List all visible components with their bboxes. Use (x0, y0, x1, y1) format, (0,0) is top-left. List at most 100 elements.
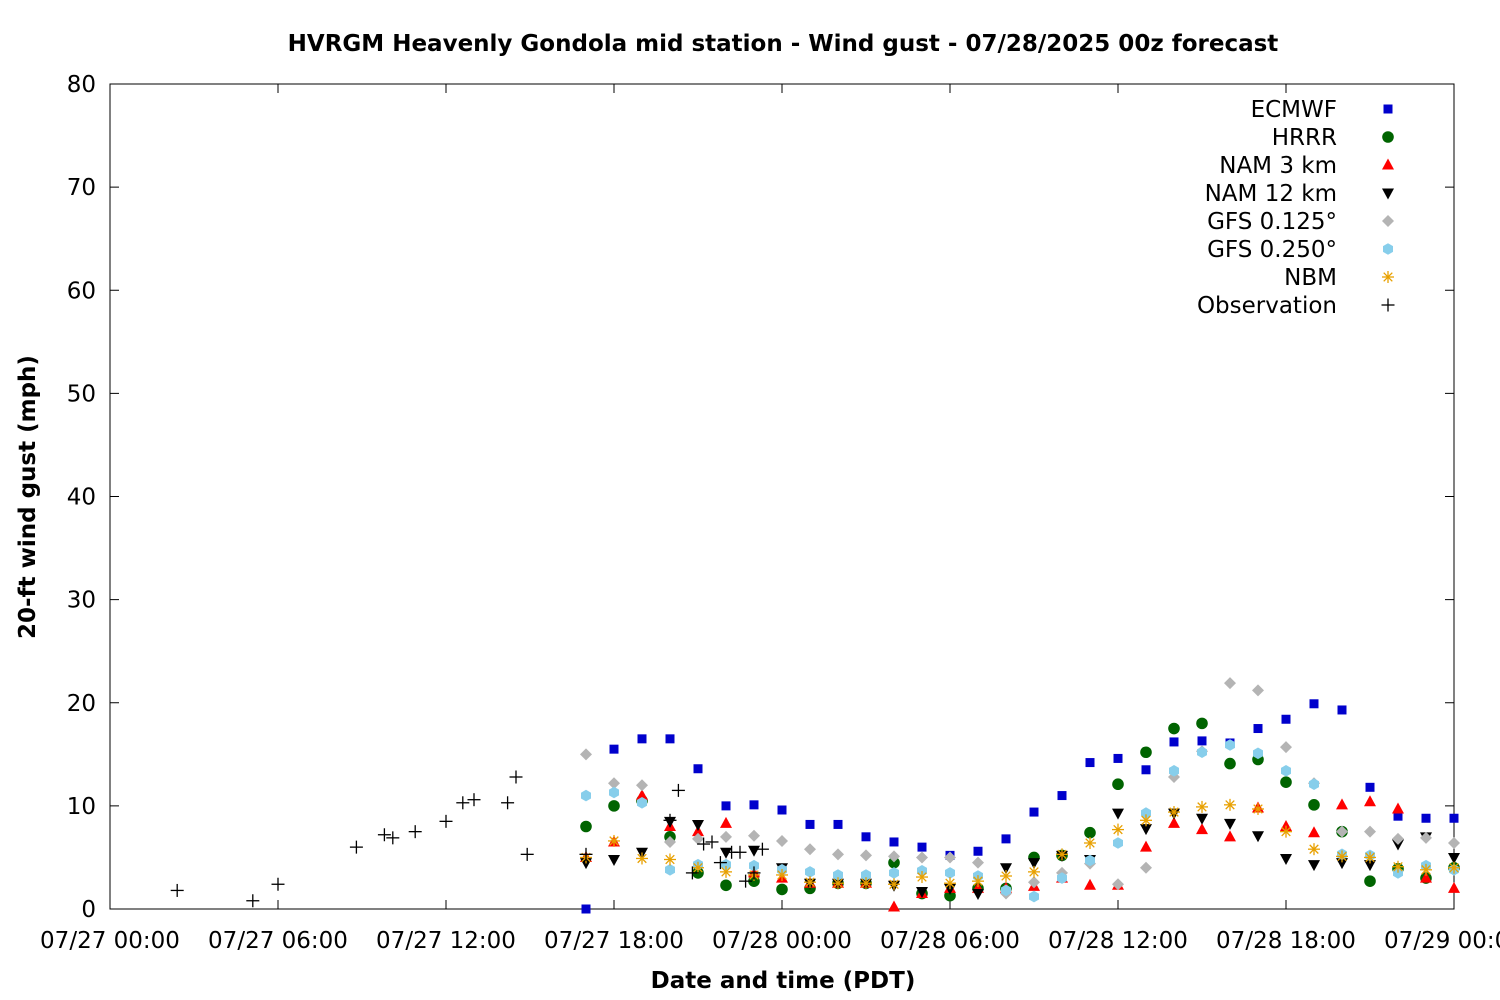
point-hrrr (1224, 757, 1236, 770)
series-ecmwf (581, 699, 1459, 914)
x-tick-label: 07/28 06:00 (880, 928, 1020, 954)
point-nam-3-km (1364, 795, 1376, 807)
x-tick-label: 07/27 06:00 (208, 928, 348, 954)
point-observation (408, 825, 422, 839)
point-ecmwf (889, 837, 899, 847)
y-tick-label: 20 (67, 691, 96, 717)
series-observation (170, 770, 769, 908)
point-gfs-0-125 (720, 830, 732, 843)
point-gfs-0-250 (1225, 739, 1235, 751)
point-nbm (1140, 814, 1152, 827)
point-gfs-0-125 (1448, 837, 1460, 849)
point-nam-3-km (1140, 840, 1152, 852)
point-ecmwf (581, 904, 591, 914)
point-nam-12-km (972, 889, 984, 901)
point-gfs-0-250 (1309, 778, 1319, 790)
point-ecmwf (1309, 699, 1319, 709)
point-ecmwf (637, 734, 647, 744)
point-nam-12-km (1000, 863, 1012, 875)
point-ecmwf (1169, 737, 1179, 747)
point-nam-12-km (692, 819, 704, 831)
point-gfs-0-125 (692, 832, 704, 845)
point-gfs-0-250 (1141, 807, 1151, 819)
x-tick-label: 07/27 12:00 (376, 928, 516, 954)
point-hrrr (1196, 717, 1208, 730)
x-tick-label: 07/27 00:00 (40, 928, 180, 954)
point-observation (509, 770, 523, 784)
point-nbm (860, 877, 872, 890)
point-nbm (1336, 850, 1348, 863)
point-nbm (1196, 800, 1208, 813)
point-ecmwf (1393, 811, 1403, 821)
point-hrrr (720, 879, 732, 892)
point-ecmwf (805, 819, 815, 829)
point-gfs-0-125 (804, 843, 816, 856)
point-gfs-0-125 (888, 850, 900, 863)
point-hrrr (1168, 722, 1180, 735)
point-gfs-0-250 (1197, 746, 1207, 758)
point-nam-12-km (1140, 824, 1152, 836)
data-marks (170, 677, 1460, 914)
point-ecmwf (749, 800, 759, 810)
point-nbm (664, 853, 676, 866)
point-nbm (1112, 823, 1124, 836)
point-ecmwf (1281, 714, 1291, 724)
point-observation (733, 845, 747, 859)
point-nbm (608, 834, 620, 847)
point-ecmwf (1449, 813, 1459, 823)
point-nam-12-km (1448, 852, 1460, 864)
point-observation (439, 814, 453, 828)
legend-label-hrrr: HRRR (1272, 125, 1337, 151)
legend-marker-ecmwf (1383, 104, 1393, 114)
point-observation (377, 828, 391, 842)
point-gfs-0-250 (749, 859, 759, 872)
point-nam-12-km (1252, 831, 1264, 843)
y-tick-label: 60 (67, 278, 96, 304)
x-tick-label: 07/29 00:00 (1384, 928, 1500, 954)
legend-marker-hrrr (1382, 131, 1394, 143)
x-axis-label: Date and time (PDT) (651, 968, 916, 994)
point-nam-3-km (1196, 823, 1208, 835)
x-tick-label: 07/27 18:00 (544, 928, 684, 954)
point-ecmwf (1141, 765, 1151, 775)
point-gfs-0-125 (664, 835, 676, 848)
point-hrrr (1364, 875, 1376, 887)
point-gfs-0-250 (1029, 890, 1039, 903)
legend-label-gfs-0-250: GFS 0.250° (1207, 237, 1337, 263)
point-observation (246, 894, 260, 908)
point-observation (685, 866, 699, 880)
chart-title: HVRGM Heavenly Gondola mid station - Win… (288, 31, 1279, 57)
point-gfs-0-250 (665, 864, 675, 876)
point-gfs-0-125 (1252, 684, 1264, 697)
point-nbm (1000, 870, 1012, 882)
point-nam-12-km (1308, 860, 1320, 872)
point-gfs-0-125 (916, 851, 928, 864)
point-nbm (1364, 851, 1376, 864)
legend-label-ecmwf: ECMWF (1251, 97, 1337, 123)
point-nbm (1084, 837, 1096, 849)
point-nbm (1392, 860, 1404, 873)
point-nam-3-km (1224, 830, 1236, 842)
point-nam-12-km (1028, 858, 1040, 870)
legend-marker-gfs-0-250 (1383, 243, 1393, 255)
point-nbm (636, 852, 648, 865)
point-gfs-0-125 (1364, 825, 1376, 838)
point-nam-12-km (1224, 818, 1236, 830)
point-observation (663, 813, 677, 827)
point-nam-12-km (1280, 853, 1292, 865)
point-gfs-0-125 (636, 779, 648, 792)
point-gfs-0-250 (945, 867, 955, 879)
point-nam-12-km (1364, 860, 1376, 872)
point-nbm (1028, 865, 1040, 878)
point-ecmwf (917, 842, 927, 852)
point-gfs-0-250 (1113, 837, 1123, 849)
point-nam-12-km (1392, 839, 1404, 851)
point-ecmwf (1057, 791, 1067, 801)
legend-marker-nam-3-km (1382, 158, 1394, 170)
point-observation (271, 877, 285, 891)
point-nbm (832, 877, 844, 890)
axis-ticks: 0 10 20 30 40 50 60 70 80 07/27 00:00 07/27 06:00 0… (40, 72, 1500, 954)
legend-label-nam-12-km: NAM 12 km (1205, 181, 1337, 207)
